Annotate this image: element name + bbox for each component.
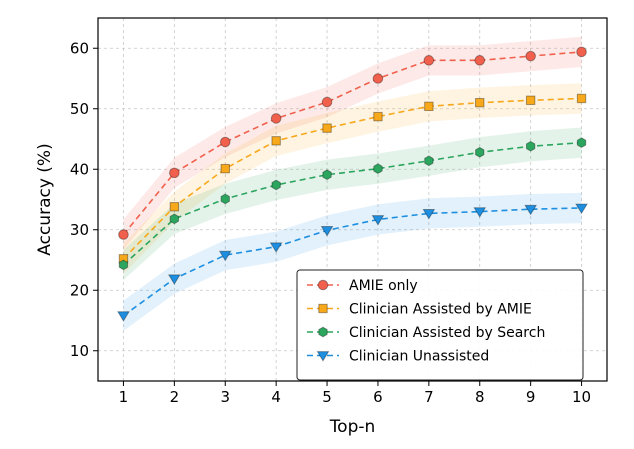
point-clinician-assisted-by-search	[525, 140, 536, 152]
point-clinician-unassisted	[422, 209, 436, 220]
point-clinician-assisted-by-amie	[169, 202, 180, 212]
x-axis-label: Top-n	[329, 417, 376, 437]
point-clinician-assisted-by-amie	[220, 163, 230, 174]
line-clinician-assisted-by-search	[122, 141, 582, 266]
legend-label-clinician-assisted-by-amie: Clinician Assisted by AMIE	[349, 302, 532, 318]
point-clinician-assisted-by-amie	[271, 136, 281, 146]
legend-label-amie-only: AMIE only	[349, 278, 418, 294]
point-clinician-assisted-by-amie	[322, 123, 332, 133]
x-tick-label: 7	[424, 388, 434, 406]
point-clinician-unassisted	[371, 215, 385, 226]
legend-label-clinician-unassisted: Clinician Unassisted	[349, 349, 489, 365]
point-amie-only	[219, 136, 231, 148]
y-tick-label: 10	[70, 342, 89, 360]
x-tick-label: 6	[373, 388, 383, 406]
axis-ticks: 1 2 3 4 5 6 7 8 9 10 10 20 30 40 50 60	[70, 39, 591, 406]
point-clinician-assisted-by-search	[322, 169, 332, 181]
legend-marker-clinician-assisted-by-amie	[318, 303, 328, 314]
plot-frame	[97, 17, 608, 382]
y-tick-label: 20	[70, 281, 89, 299]
point-clinician-assisted-by-search	[475, 146, 485, 158]
point-clinician-unassisted	[524, 204, 538, 216]
legend-marker-clinician-assisted-by-search	[318, 326, 328, 338]
point-clinician-assisted-by-search	[271, 179, 281, 191]
legend-label-clinician-assisted-by-search: Clinician Assisted by Search	[349, 325, 545, 341]
point-amie-only	[525, 50, 536, 62]
band-clinician-assisted-by-amie	[123, 83, 582, 274]
x-tick-label: 2	[170, 388, 180, 406]
y-tick-label: 40	[70, 160, 89, 178]
band-amie-only	[123, 36, 582, 250]
point-clinician-unassisted	[117, 311, 130, 322]
y-tick-label: 60	[70, 39, 89, 57]
point-clinician-assisted-by-search	[118, 259, 129, 271]
point-amie-only	[372, 73, 384, 84]
x-tick-label: 9	[526, 388, 536, 406]
series-markers	[117, 46, 588, 322]
point-clinician-assisted-by-search	[424, 155, 434, 167]
band-clinician-assisted-by-search	[123, 127, 582, 280]
legend-box	[296, 269, 584, 381]
y-tick-label: 30	[70, 221, 89, 239]
band-clinician-unassisted	[123, 192, 582, 331]
line-clinician-assisted-by-amie	[122, 97, 582, 260]
line-clinician-unassisted	[122, 207, 582, 317]
x-tick-label: 5	[322, 388, 332, 406]
point-clinician-assisted-by-amie	[475, 98, 485, 108]
point-amie-only	[270, 113, 282, 124]
point-clinician-unassisted	[575, 203, 588, 215]
point-clinician-assisted-by-amie	[576, 93, 587, 104]
point-amie-only	[169, 167, 180, 179]
point-clinician-unassisted	[218, 250, 232, 262]
x-tick-label: 3	[220, 388, 230, 406]
x-tick-label: 4	[271, 388, 281, 406]
x-tick-label: 1	[119, 388, 129, 406]
point-clinician-assisted-by-search	[220, 193, 230, 205]
line-amie-only	[122, 51, 582, 236]
legend-marker-amie-only	[317, 279, 329, 291]
point-clinician-unassisted	[320, 225, 334, 237]
confidence-bands	[123, 36, 582, 331]
y-axis-label: Accuracy (%)	[35, 143, 55, 255]
point-clinician-unassisted	[473, 207, 487, 218]
point-amie-only	[423, 55, 435, 66]
legend-marker-clinician-unassisted	[316, 351, 330, 362]
point-clinician-unassisted	[269, 242, 283, 253]
series-lines	[122, 51, 582, 317]
legend: AMIE only Clinician Assisted by AMIE Clini…	[296, 269, 584, 381]
x-tick-label: 10	[572, 388, 591, 406]
point-amie-only	[118, 229, 129, 240]
point-clinician-assisted-by-search	[373, 163, 383, 175]
point-clinician-unassisted	[167, 274, 181, 285]
point-amie-only	[576, 46, 587, 58]
x-tick-label: 8	[475, 388, 485, 406]
point-clinician-assisted-by-search	[576, 137, 587, 149]
point-amie-only	[474, 55, 486, 66]
point-amie-only	[321, 96, 333, 108]
point-clinician-assisted-by-amie	[424, 101, 434, 112]
y-tick-label: 50	[70, 100, 89, 118]
point-clinician-assisted-by-amie	[373, 111, 383, 122]
point-clinician-assisted-by-search	[169, 213, 180, 225]
point-clinician-assisted-by-amie	[525, 95, 536, 105]
